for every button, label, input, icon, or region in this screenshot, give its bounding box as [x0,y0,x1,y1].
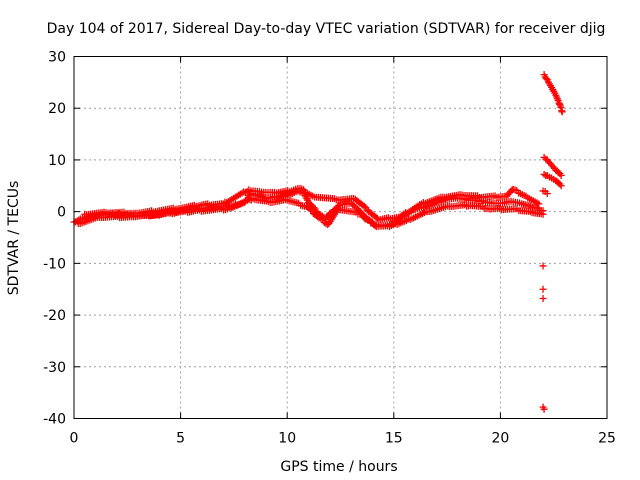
x-tick-label: 20 [491,431,509,447]
late-segments-point [554,179,562,187]
lower-band-point [170,209,178,217]
late-segments-point [540,170,548,178]
lower-band-point [312,212,320,220]
tick-labels: 0 5 10 15 20 25 -40 -30 -20 -10 0 10 20 30 [43,50,616,447]
late-segments-point [542,172,550,180]
lower-band-point [307,206,315,214]
upper-band-point [286,188,294,196]
grid-lines [74,56,607,419]
x-tick-label: 0 [70,431,79,447]
lower-band-point [367,217,375,225]
lower-band-point [356,210,364,218]
main-trend-point [350,202,358,210]
late-segments-point [545,173,553,181]
lower-band-point [401,217,409,225]
y-tick-label: 10 [48,153,66,169]
x-tick-label: 5 [176,431,185,447]
upper-band-point [520,191,528,199]
upper-band-point [533,199,541,207]
lower-band-point [370,221,378,229]
y-tick-label: -40 [43,412,66,428]
outliers-point [539,295,547,303]
y-tick-label: -10 [43,256,66,272]
x-axis-label: GPS time / hours [280,459,397,475]
late-segments-point [556,180,564,188]
y-tick-label: -30 [43,360,66,376]
y-tick-label: 0 [57,205,66,221]
late-segments-point [547,82,555,90]
y-tick-label: -20 [43,308,66,324]
late-segments-point [549,163,557,171]
y-tick-label: 30 [48,50,66,66]
lower-band-point [187,208,195,216]
outliers-point [539,262,547,270]
axis-ticks [73,56,608,419]
lower-band-point [524,207,532,215]
x-tick-label: 25 [598,431,616,447]
lower-band-point [537,210,545,218]
x-tick-label: 10 [278,431,296,447]
late-segments-point [551,89,559,97]
chart-title: Day 104 of 2017, Sidereal Day-to-day VTE… [47,21,606,37]
upper-band-point [373,214,381,222]
upper-band-point [416,201,424,209]
plot-frame [73,56,608,419]
main-trend-point [516,199,524,207]
upper-band-point [255,188,263,196]
late-segments-point [542,75,550,83]
late-segments-point [541,187,549,195]
late-segments-point [556,169,564,177]
lower-band-point [281,196,289,204]
late-segments-point [554,168,562,176]
upper-band-point [372,213,380,221]
data-points [70,71,566,413]
upper-band-point [307,191,315,199]
outliers-point [540,405,548,413]
upper-band-point [456,191,464,199]
x-tick-label: 15 [385,431,403,447]
late-segments-point [558,107,566,115]
y-tick-label: 20 [48,101,66,117]
upper-band-point [394,213,402,221]
y-axis-label: SDTVAR / TECUs [6,181,22,296]
upper-band-point [360,202,368,210]
late-segments-point [545,158,553,166]
late-segments-point [541,73,549,81]
outliers-point [539,285,547,293]
late-segments-point [554,97,562,105]
upper-band-point [507,187,515,195]
upper-band-point [330,195,338,203]
lower-band-point [300,202,308,210]
lower-band-point [221,206,229,214]
